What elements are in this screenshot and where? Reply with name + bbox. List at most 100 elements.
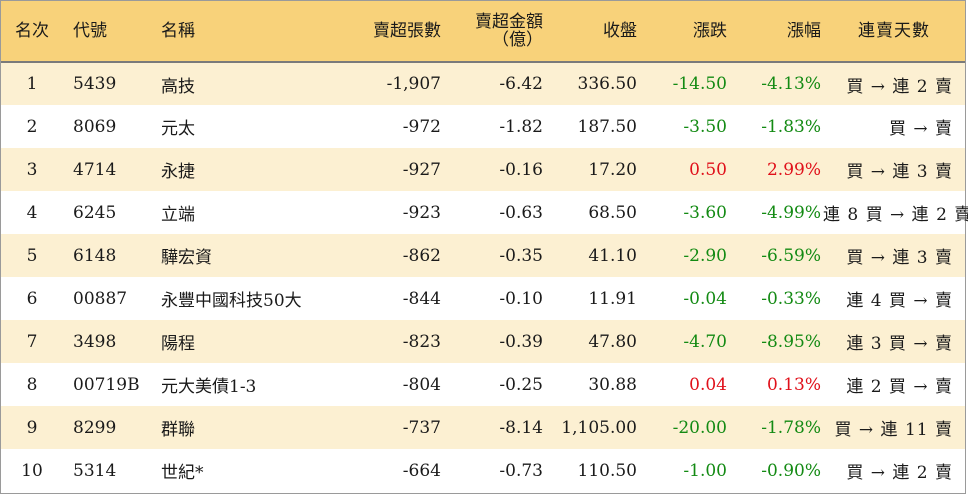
change-cell: -3.50	[683, 116, 727, 137]
change-cell: -0.04	[683, 288, 727, 309]
change-pct-cell: -1.78%	[761, 417, 821, 438]
header-row: 名次 代號 名稱 賣超張數 賣超金額 （億） 收盤 漲跌 漲幅 連賣天數	[1, 1, 965, 63]
header-streak[interactable]: 連賣天數	[823, 1, 965, 63]
rank-cell: 7	[26, 331, 38, 352]
net-sell-amount-cell: -0.63	[499, 202, 543, 223]
streak-cell: 買 → 連 2 賣	[846, 463, 953, 483]
change-cell: -4.70	[683, 331, 727, 352]
table-row[interactable]: 4 6245 立端 -923 -0.63 68.50 -3.60 -4.99% 連 8 買 → …	[1, 191, 968, 234]
net-sell-amount-cell: -8.14	[499, 417, 543, 438]
net-sell-amount-cell: -6.42	[499, 74, 543, 94]
rank-cell: 3	[26, 159, 38, 180]
table-row[interactable]: 9 8299 群聯 -737 -8.14 1,105.00 -20.00 -1.78% 買 → …	[1, 406, 965, 449]
code-cell[interactable]: 6245	[73, 202, 117, 223]
table-body: 1 5439 高技 -1,907 -6.42 336.50 -14.50 -4.13% 買 → …	[1, 62, 968, 492]
change-pct-cell: 0.13%	[766, 374, 821, 395]
table-row[interactable]: 1 5439 高技 -1,907 -6.42 336.50 -14.50 -4.13% 買 → …	[1, 62, 965, 105]
net-sell-amount-cell: -0.10	[499, 288, 543, 309]
close-price-cell: 336.50	[577, 74, 637, 94]
name-cell[interactable]: 元大美債1-3	[161, 377, 257, 397]
close-price-cell: 17.20	[588, 159, 637, 180]
streak-cell: 連 4 買 → 賣	[846, 291, 953, 311]
name-cell[interactable]: 元太	[161, 119, 195, 139]
name-cell[interactable]: 高技	[161, 76, 195, 97]
streak-cell: 買 → 連 3 賣	[846, 162, 953, 182]
net-sell-qty-cell: -844	[402, 288, 441, 309]
table-row[interactable]: 7 3498 陽程 -823 -0.39 47.80 -4.70 -8.95% 連 3 買 → …	[1, 320, 965, 363]
streak-cell: 連 3 買 → 賣	[846, 334, 953, 354]
change-cell: -20.00	[672, 417, 727, 438]
rank-cell: 2	[26, 116, 38, 137]
name-cell[interactable]: 立端	[161, 205, 195, 225]
streak-cell: 買 → 連 11 賣	[834, 420, 953, 440]
net-sell-qty-cell: -862	[402, 245, 441, 266]
code-cell[interactable]: 4714	[73, 159, 117, 180]
header-net-sell-qty[interactable]: 賣超張數	[331, 1, 445, 63]
change-cell: -2.90	[683, 245, 727, 266]
table-row[interactable]: 3 4714 永捷 -927 -0.16 17.20 0.50 2.99% 買 → 連 3 賣	[1, 148, 965, 191]
rank-cell: 1	[26, 74, 38, 94]
name-cell[interactable]: 世紀*	[161, 463, 204, 483]
header-code[interactable]: 代號	[63, 1, 157, 63]
net-sell-qty-cell: -664	[402, 460, 441, 481]
net-sell-amount-cell: -0.73	[499, 460, 543, 481]
header-name[interactable]: 名稱	[157, 1, 331, 63]
name-cell[interactable]: 群聯	[161, 420, 195, 440]
code-cell[interactable]: 3498	[73, 331, 117, 352]
streak-cell: 連 8 買 → 連 2 賣	[823, 205, 968, 225]
net-sell-amount-cell: -0.25	[499, 374, 543, 395]
change-cell: -3.60	[683, 202, 727, 223]
header-change-pct[interactable]: 漲幅	[731, 1, 823, 63]
table-row[interactable]: 8 00719B 元大美債1-3 -804 -0.25 30.88 0.04 0.13% 連 2…	[1, 363, 965, 406]
net-sell-amount-cell: -0.35	[499, 245, 543, 266]
rank-cell: 8	[26, 374, 38, 395]
rank-cell: 10	[21, 460, 43, 481]
table-row[interactable]: 6 00887 永豐中國科技50大 -844 -0.10 11.91 -0.04 -0.33%…	[1, 277, 965, 320]
close-price-cell: 68.50	[588, 202, 637, 223]
close-price-cell: 110.50	[577, 460, 637, 481]
name-cell[interactable]: 驊宏資	[161, 248, 212, 268]
code-cell[interactable]: 6148	[73, 245, 117, 266]
net-sell-amount-cell: -0.39	[499, 331, 543, 352]
change-pct-cell: 2.99%	[766, 159, 821, 180]
header-rank[interactable]: 名次	[1, 1, 63, 63]
streak-cell: 買 → 連 3 賣	[846, 248, 953, 268]
net-sell-qty-cell: -923	[402, 202, 441, 223]
code-cell[interactable]: 8299	[73, 417, 117, 438]
header-close[interactable]: 收盤	[547, 1, 639, 63]
change-pct-cell: -6.59%	[761, 245, 821, 266]
net-sell-qty-cell: -737	[402, 417, 441, 438]
header-change[interactable]: 漲跌	[639, 1, 731, 63]
net-sell-amount-cell: -1.82	[499, 116, 543, 137]
change-pct-cell: -1.83%	[761, 116, 821, 137]
table-row[interactable]: 2 8069 元太 -972 -1.82 187.50 -3.50 -1.83% 買 → 賣	[1, 105, 965, 148]
name-cell[interactable]: 永捷	[161, 162, 195, 182]
close-price-cell: 30.88	[588, 374, 637, 395]
close-price-cell: 11.91	[588, 288, 637, 309]
close-price-cell: 41.10	[588, 245, 637, 266]
table-row[interactable]: 5 6148 驊宏資 -862 -0.35 41.10 -2.90 -6.59% 買 → 連 3…	[1, 234, 965, 277]
code-cell[interactable]: 00887	[73, 288, 128, 309]
net-sell-qty-cell: -804	[402, 374, 441, 395]
close-price-cell: 187.50	[577, 116, 637, 137]
code-cell[interactable]: 5439	[73, 74, 117, 94]
header-net-sell-amount[interactable]: 賣超金額 （億）	[445, 1, 547, 63]
net-sell-qty-cell: -1,907	[386, 74, 441, 94]
change-cell: -14.50	[672, 74, 727, 94]
change-cell: 0.04	[689, 374, 727, 395]
net-sell-qty-cell: -823	[402, 331, 441, 352]
streak-cell: 買 → 連 2 賣	[846, 76, 953, 97]
rank-cell: 6	[26, 288, 38, 309]
code-cell[interactable]: 5314	[73, 460, 117, 481]
net-sell-qty-cell: -972	[402, 116, 441, 137]
name-cell[interactable]: 陽程	[161, 334, 195, 354]
change-pct-cell: -8.95%	[761, 331, 821, 352]
name-cell[interactable]: 永豐中國科技50大	[161, 291, 302, 311]
change-pct-cell: -4.99%	[761, 202, 821, 223]
code-cell[interactable]: 00719B	[73, 374, 140, 395]
table-row[interactable]: 10 5314 世紀* -664 -0.73 110.50 -1.00 -0.90% 買 → 連…	[1, 449, 965, 492]
code-cell[interactable]: 8069	[73, 116, 117, 137]
rank-cell: 4	[26, 202, 38, 223]
